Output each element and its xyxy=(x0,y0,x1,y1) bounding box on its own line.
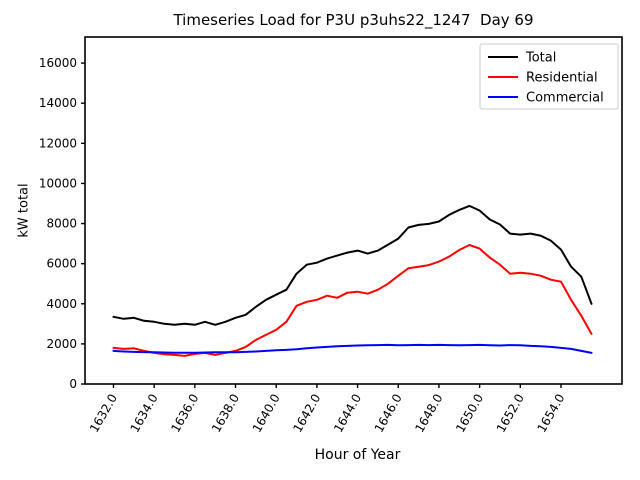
x-tick-label: 1634.0 xyxy=(128,392,161,435)
legend-label-commercial: Commercial xyxy=(526,91,604,106)
legend-label-total: Total xyxy=(525,51,556,66)
x-tick-label: 1650.0 xyxy=(453,392,486,435)
x-tick-label: 1642.0 xyxy=(290,392,323,435)
x-tick-label: 1646.0 xyxy=(372,392,405,435)
x-tick-label: 1636.0 xyxy=(168,392,201,435)
x-tick-label: 1648.0 xyxy=(412,392,445,435)
y-tick-label: 2000 xyxy=(46,337,77,351)
y-tick-label: 6000 xyxy=(46,257,77,271)
x-tick-label: 1652.0 xyxy=(494,392,527,435)
y-tick-label: 8000 xyxy=(46,217,77,231)
legend-label-residential: Residential xyxy=(526,71,598,86)
y-tick-label: 10000 xyxy=(39,176,77,190)
y-tick-label: 0 xyxy=(69,377,77,391)
x-tick-label: 1644.0 xyxy=(331,392,364,435)
y-tick-label: 12000 xyxy=(39,136,77,150)
y-tick-label: 14000 xyxy=(39,96,77,110)
commercial-series-line xyxy=(112,343,593,354)
x-tick-label: 1632.0 xyxy=(87,392,120,435)
x-tick-label: 1640.0 xyxy=(250,392,283,435)
x-axis-label: Hour of Year xyxy=(314,447,401,463)
axes-frame xyxy=(84,36,623,385)
legend-box xyxy=(479,43,619,110)
residential-series-line xyxy=(112,244,593,357)
total-series-line xyxy=(112,204,593,326)
y-tick-label: 16000 xyxy=(39,56,77,70)
x-tick-label: 1638.0 xyxy=(209,392,242,435)
x-tick-label: 1654.0 xyxy=(534,392,567,435)
y-tick-label: 4000 xyxy=(46,297,77,311)
chart-title: Timeseries Load for P3U p3uhs22_1247 Day… xyxy=(173,11,534,29)
